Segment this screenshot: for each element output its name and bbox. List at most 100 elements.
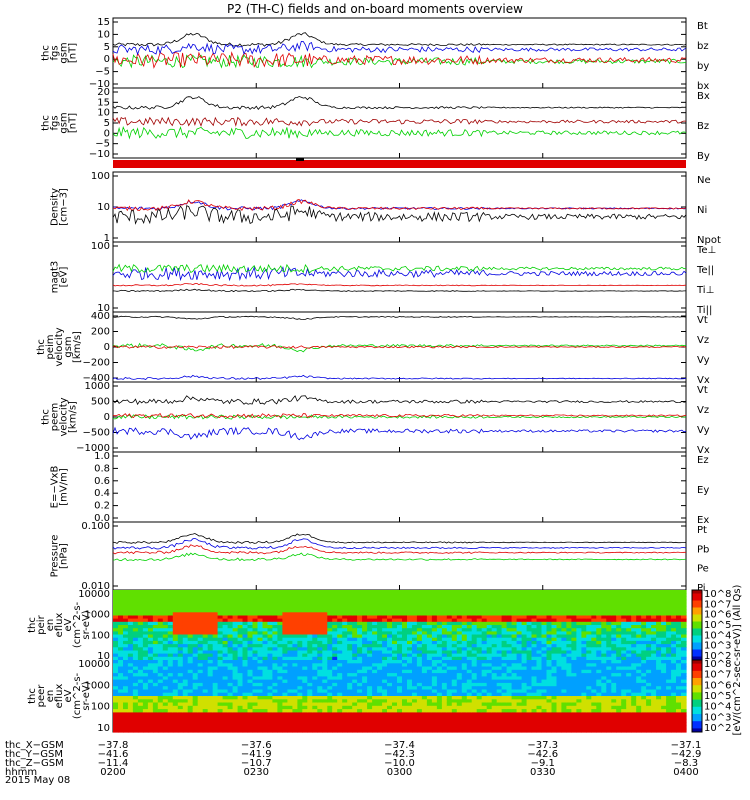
spectrogram-peir-cell <box>556 599 563 604</box>
spectrogram-peir-cell <box>118 615 124 620</box>
series-Bz <box>112 116 687 127</box>
spectrogram-peer-cell <box>402 666 408 671</box>
spectrogram-peer-cell <box>257 660 264 664</box>
spectrogram-peer-cell <box>272 676 278 681</box>
spectrogram-peer-cell <box>232 679 239 684</box>
spectrogram-peir-cell <box>456 602 463 607</box>
spectrogram-peir-cell <box>172 656 179 661</box>
spectrogram-peer-cell <box>327 666 333 671</box>
spectrogram-peir-cell <box>611 653 617 658</box>
spectrogram-peir-cell <box>626 640 632 645</box>
spectrogram-peer-cell <box>471 692 478 697</box>
spectrogram-peer-cell <box>157 715 164 720</box>
spectrogram-peir-cell <box>257 615 264 620</box>
spectrogram-peer-cell <box>556 725 563 730</box>
spectrogram-peir-cell <box>227 615 234 620</box>
spectrogram-peer-cell <box>247 696 254 700</box>
spectrogram-peir-cell <box>387 596 393 601</box>
spectrogram-peer-cell <box>561 679 567 684</box>
spectrogram-peer-cell <box>202 712 209 717</box>
panel-frame-density <box>112 171 687 243</box>
spectrogram-peir-cell <box>187 637 194 642</box>
spectrogram-peir-cell <box>317 621 323 626</box>
spectrogram-peir-cell <box>486 593 493 597</box>
spectrogram-peer-cell <box>167 689 174 694</box>
spectrogram-peer-cell <box>456 663 463 668</box>
spectrogram-peir-cell <box>132 596 139 601</box>
spectrogram-peir-cell <box>352 599 358 604</box>
spectrogram-peer-cell <box>541 705 548 710</box>
spectrogram-peir-cell <box>362 602 368 607</box>
spectrogram-peir-cell <box>596 637 602 642</box>
spectrogram-peir-cell <box>157 596 164 601</box>
spectrogram-peir-cell <box>671 593 677 597</box>
spectrogram-peer-cell <box>347 728 353 733</box>
spectrogram-peer-cell <box>247 728 254 733</box>
spectrogram-peir-cell <box>436 637 443 642</box>
spectrogram-peir-cell <box>272 590 278 594</box>
spectrogram-peir-cell <box>521 590 528 594</box>
spectrogram-peir-cell <box>297 593 303 597</box>
spectrogram-peer-cell <box>147 689 154 694</box>
spectrogram-peir-cell <box>496 631 503 636</box>
spectrogram-peir-cell <box>626 647 632 652</box>
y-axis-label-efield-1: [mV/m] <box>59 468 70 506</box>
spectrogram-peer-cell <box>277 718 283 723</box>
spectrogram-peer-cell <box>416 725 423 730</box>
spectrogram-peer-cell <box>451 663 458 668</box>
spectrogram-peir-cell <box>397 593 403 597</box>
spectrogram-peer-cell <box>272 660 278 664</box>
spectrogram-peer-cell <box>118 663 124 668</box>
spectrogram-peir-cell <box>162 590 169 594</box>
spectrogram-peer-cell <box>337 692 343 697</box>
spectrogram-peir-cell <box>347 593 353 597</box>
spectrogram-peer-cell <box>546 682 553 687</box>
spectrogram-peer-cell <box>451 679 458 684</box>
spectrogram-peer-cell <box>387 692 393 697</box>
spectrogram-peir-cell <box>342 644 348 648</box>
spectrogram-peir-cell <box>501 637 508 642</box>
spectrogram-peer-cell <box>441 692 448 697</box>
spectrogram-peer-cell <box>257 709 264 713</box>
spectrogram-peir-cell <box>666 605 672 610</box>
spectrogram-peir-cell <box>292 656 298 661</box>
spectrogram-peir-cell <box>491 640 498 645</box>
spectrogram-peir-cell <box>501 596 508 601</box>
spectrogram-peir-cell <box>621 628 627 632</box>
spectrogram-peir-cell <box>172 590 179 594</box>
series-Vz-peem <box>112 412 687 419</box>
spectrogram-peer-cell <box>387 728 393 733</box>
spectrogram-peer-cell <box>132 692 139 697</box>
spectrogram-peir-cell <box>531 656 538 661</box>
spectrogram-peir-cell <box>591 612 597 617</box>
spectrogram-peir-cell <box>237 634 244 639</box>
spectrogram-peir-cell <box>526 650 533 655</box>
spectrogram-peer-cell <box>601 712 607 717</box>
spectrogram-peir-cell <box>362 637 368 642</box>
spectrogram-peir-cell <box>247 650 254 655</box>
spectrogram-peer-cell <box>162 679 169 684</box>
spectrogram-peir-cell <box>601 647 607 652</box>
spectrogram-peir-cell <box>197 618 204 623</box>
spectrogram-peir-cell <box>297 596 303 601</box>
spectrogram-peer-cell <box>436 682 443 687</box>
spectrogram-peer-cell <box>421 660 428 664</box>
spectrogram-peir-cell <box>123 605 129 610</box>
spectrogram-peir-cell <box>192 618 199 623</box>
spectrogram-peir-cell <box>536 637 543 642</box>
spectrogram-peir-cell <box>656 631 662 636</box>
spectrogram-peir-cell <box>252 599 259 604</box>
spectrogram-peir-cell <box>626 653 632 658</box>
spectrogram-peer-cell <box>382 676 388 681</box>
spectrogram-peir-cell <box>237 656 244 661</box>
spectrogram-peir-cell <box>372 605 378 610</box>
spectrogram-peer-cell <box>531 673 538 677</box>
spectrogram-peir-cell <box>586 621 592 626</box>
spectrogram-peir-cell <box>347 628 353 632</box>
spectrogram-peir-cell <box>591 605 597 610</box>
spectrogram-peir-cell <box>676 634 682 639</box>
spectrogram-peer-cell <box>471 712 478 717</box>
spectrogram-peir-cell <box>132 615 139 620</box>
spectrogram-peir-cell <box>651 647 657 652</box>
spectrogram-peer-cell <box>352 702 358 707</box>
